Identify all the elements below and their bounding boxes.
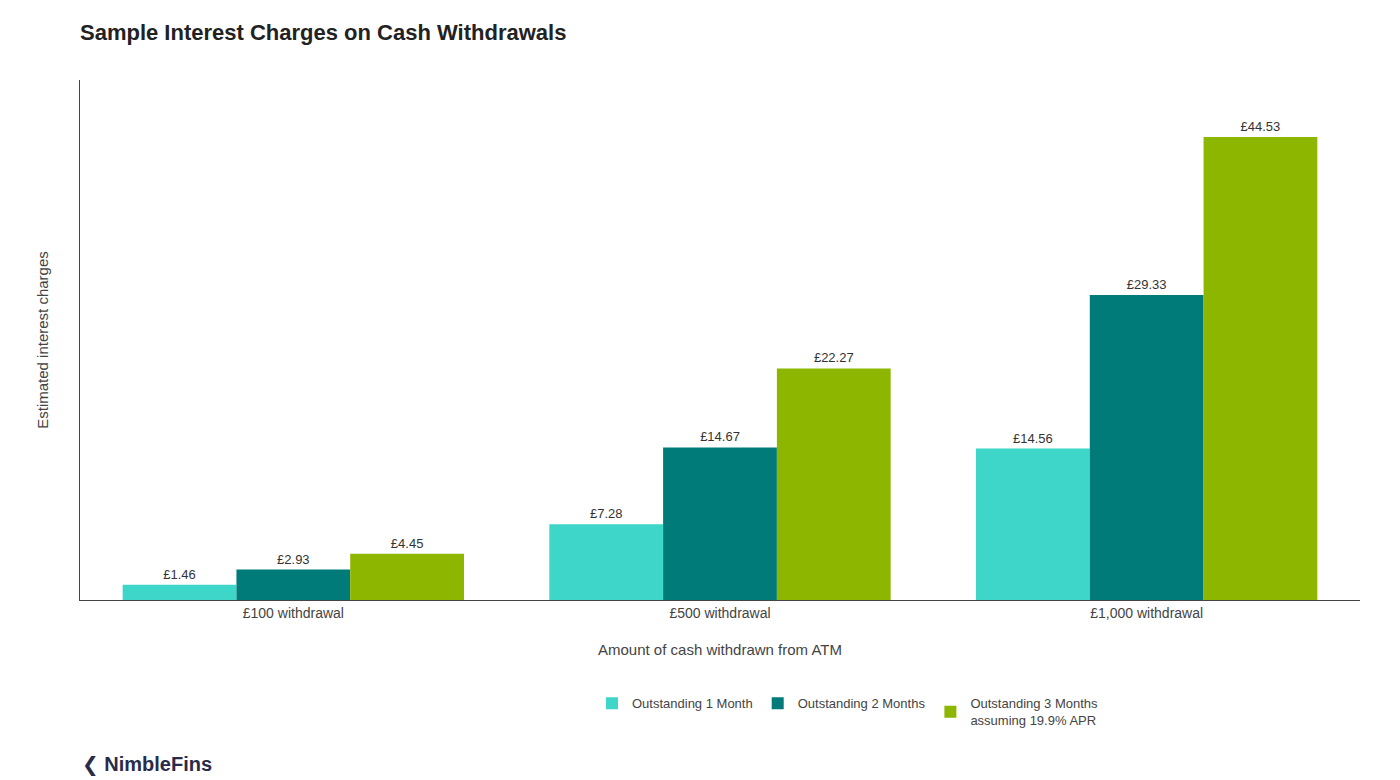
- svg-text:£7.28: £7.28: [590, 506, 623, 521]
- svg-text:£100 withdrawal: £100 withdrawal: [243, 605, 344, 621]
- svg-text:£1,000 withdrawal: £1,000 withdrawal: [1090, 605, 1203, 621]
- svg-text:£500 withdrawal: £500 withdrawal: [669, 605, 770, 621]
- svg-text:Outstanding 1 Month: Outstanding 1 Month: [632, 696, 753, 711]
- svg-text:£29.33: £29.33: [1127, 277, 1167, 292]
- svg-text:£14.67: £14.67: [700, 429, 740, 444]
- svg-text:£22.27: £22.27: [814, 350, 854, 365]
- svg-text:£2.93: £2.93: [277, 552, 310, 567]
- svg-text:Sample Interest Charges on Cas: Sample Interest Charges on Cash Withdraw…: [80, 20, 566, 45]
- svg-text:£1.46: £1.46: [163, 567, 196, 582]
- svg-text:❮ NimbleFins: ❮ NimbleFins: [82, 753, 212, 776]
- svg-text:Estimated interest charges: Estimated interest charges: [34, 251, 51, 429]
- svg-text:£4.45: £4.45: [391, 536, 424, 551]
- svg-text:Outstanding 2 Months: Outstanding 2 Months: [798, 696, 926, 711]
- svg-text:£14.56: £14.56: [1013, 431, 1053, 446]
- svg-text:Outstanding 3 Monthsassuming 1: Outstanding 3 Monthsassuming 19.9% APR: [970, 696, 1098, 728]
- svg-text:Amount of cash withdrawn from: Amount of cash withdrawn from ATM: [598, 641, 842, 658]
- svg-text:£44.53: £44.53: [1241, 119, 1281, 134]
